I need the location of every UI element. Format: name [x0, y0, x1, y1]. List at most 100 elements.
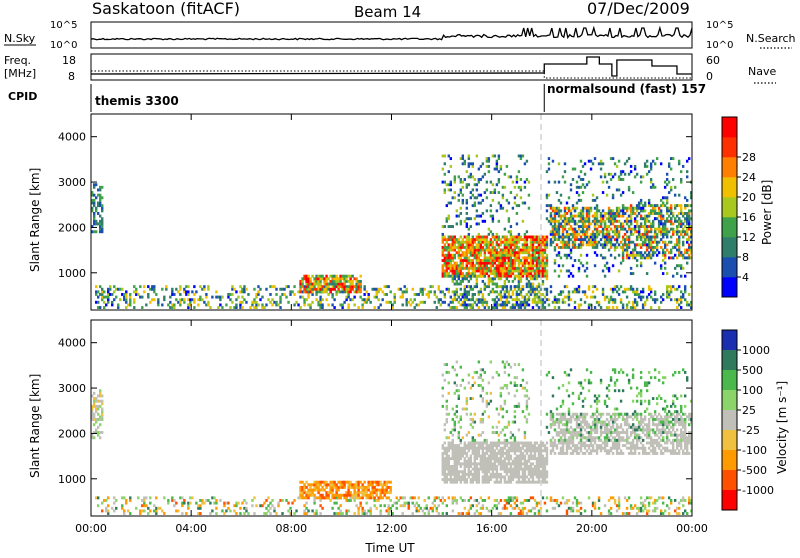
heatmap-cell — [153, 288, 155, 291]
heatmap-cell — [147, 512, 149, 515]
heatmap-cell — [448, 217, 450, 220]
heatmap-cell — [622, 225, 624, 228]
heatmap-cell — [496, 285, 498, 288]
heatmap-cell — [596, 246, 598, 249]
heatmap-cell — [620, 262, 622, 265]
heatmap-cell — [468, 468, 470, 471]
heatmap-cell — [654, 502, 656, 505]
heatmap-cell — [496, 465, 498, 468]
heatmap-cell — [544, 478, 546, 481]
nave-tick-top: 60 — [706, 54, 720, 67]
heatmap-cell — [516, 243, 518, 246]
heatmap-cell — [494, 262, 496, 265]
y-tick-label: 1000 — [58, 267, 86, 280]
heatmap-cell — [556, 228, 558, 231]
heatmap-cell — [125, 296, 127, 299]
heatmap-cell — [548, 303, 550, 306]
heatmap-cell — [636, 288, 638, 291]
heatmap-cell — [163, 296, 165, 299]
heatmap-cell — [666, 288, 668, 291]
heatmap-cell — [245, 509, 247, 512]
heatmap-cell — [634, 228, 636, 231]
heatmap-cell — [578, 290, 580, 293]
heatmap-cell — [420, 507, 422, 510]
heatmap-cell — [568, 207, 570, 210]
heatmap-cell — [432, 285, 434, 288]
heatmap-cell — [111, 303, 113, 306]
heatmap-cell — [359, 502, 361, 505]
heatmap-cell — [662, 272, 664, 275]
heatmap-cell — [684, 499, 686, 502]
heatmap-cell — [337, 489, 339, 492]
heatmap-cell — [367, 296, 369, 299]
heatmap-cell — [95, 397, 97, 400]
heatmap-cell — [275, 293, 277, 296]
heatmap-cell — [648, 202, 650, 205]
heatmap-cell — [628, 238, 630, 241]
heatmap-cell — [648, 502, 650, 505]
heatmap-cell — [494, 191, 496, 194]
heatmap-cell — [510, 230, 512, 233]
heatmap-cell — [448, 215, 450, 218]
heatmap-cell — [434, 293, 436, 296]
heatmap-cell — [349, 481, 351, 484]
heatmap-cell — [273, 509, 275, 512]
heatmap-cell — [223, 512, 225, 515]
heatmap-cell — [656, 236, 658, 239]
heatmap-cell — [454, 296, 456, 299]
heatmap-cell — [181, 504, 183, 507]
heatmap-cell — [560, 256, 562, 259]
heatmap-cell — [187, 306, 189, 309]
heatmap-cell — [446, 269, 448, 272]
heatmap-cell — [498, 236, 500, 239]
heatmap-cell — [452, 301, 454, 304]
heatmap-cell — [502, 194, 504, 197]
heatmap-cell — [385, 483, 387, 486]
heatmap-cell — [476, 209, 478, 212]
heatmap-cell — [373, 496, 375, 499]
heatmap-cell — [546, 246, 548, 249]
heatmap-cell — [630, 220, 632, 223]
heatmap-cell — [608, 509, 610, 512]
heatmap-cell — [452, 259, 454, 262]
heatmap-cell — [492, 264, 494, 267]
heatmap-cell — [472, 165, 474, 168]
heatmap-cell — [193, 298, 195, 301]
heatmap-cell — [566, 502, 568, 505]
heatmap-cell — [95, 209, 97, 212]
heatmap-cell — [586, 254, 588, 257]
heatmap-cell — [628, 256, 630, 259]
heatmap-cell — [642, 288, 644, 291]
heatmap-cell — [261, 296, 263, 299]
heatmap-cell — [291, 502, 293, 505]
heatmap-cell — [133, 285, 135, 288]
heatmap-cell — [680, 298, 682, 301]
heatmap-cell — [279, 296, 281, 299]
heatmap-cell — [670, 251, 672, 254]
heatmap-cell — [664, 204, 666, 207]
heatmap-cell — [319, 283, 321, 286]
heatmap-cell — [640, 246, 642, 249]
heatmap-cell — [149, 496, 151, 499]
heatmap-cell — [484, 220, 486, 223]
heatmap-cell — [632, 249, 634, 252]
heatmap-cell — [516, 212, 518, 215]
heatmap-cell — [654, 230, 656, 233]
heatmap-cell — [688, 157, 690, 160]
heatmap-cell — [418, 293, 420, 296]
heatmap-cell — [688, 215, 690, 218]
heatmap-cell — [520, 449, 522, 452]
heatmap-cell — [339, 504, 341, 507]
heatmap-cell — [347, 293, 349, 296]
heatmap-cell — [367, 489, 369, 492]
heatmap-cell — [167, 499, 169, 502]
heatmap-cell — [574, 241, 576, 244]
heatmap-cell — [624, 496, 626, 499]
heatmap-cell — [474, 444, 476, 447]
heatmap-cell — [628, 496, 630, 499]
heatmap-cell — [474, 264, 476, 267]
colorbar-block — [722, 277, 737, 297]
heatmap-cell — [582, 178, 584, 181]
heatmap-cell — [125, 293, 127, 296]
heatmap-cell — [468, 475, 470, 478]
